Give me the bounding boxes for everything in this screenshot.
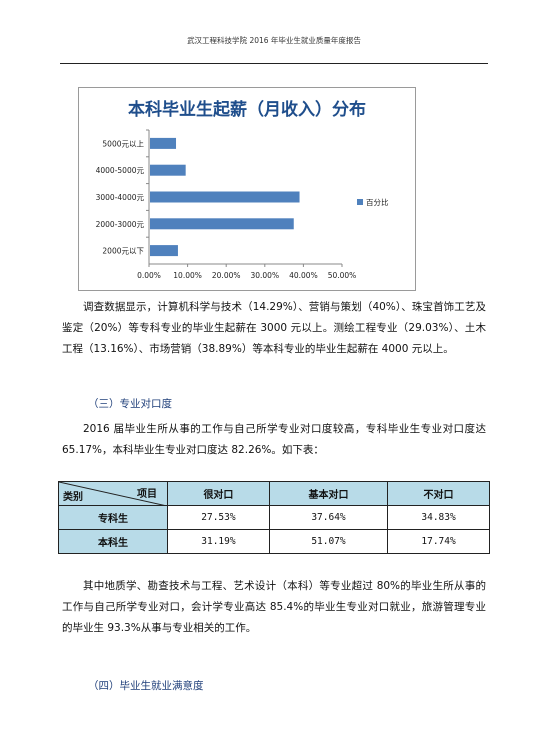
y-category-label: 5000元以上: [102, 139, 144, 148]
table-cell: 17.74%: [387, 529, 490, 554]
major-match-detail-paragraph: 其中地质学、勘查技术与工程、艺术设计（本科）等专业超过 80%的毕业生所从事的工…: [62, 580, 486, 634]
table-row: 专科生 27.53% 37.64% 34.83%: [58, 505, 490, 530]
y-category-label: 4000-5000元: [96, 166, 145, 175]
salary-distribution-chart: 本科毕业生起薪（月收入）分布 0.00% 10.00% 20.00% 30.00% 40.…: [78, 87, 416, 291]
bar: [150, 245, 178, 257]
column-header: 不对口: [387, 481, 490, 506]
column-header: 基本对口: [268, 481, 389, 506]
corner-diagonal: [59, 482, 167, 506]
chart-title: 本科毕业生起薪（月收入）分布: [128, 99, 366, 120]
major-match-table: 类别 项目 很对口 基本对口 不对口 专科生 27.53% 37.64% 34.…: [58, 481, 490, 554]
x-tick-label: 10.00%: [173, 271, 202, 280]
bar: [150, 191, 300, 203]
legend-label: 百分比: [366, 197, 389, 207]
salary-paragraph: 调查数据显示，计算机科学与技术（14.29%）、营销与策划（40%）、珠宝首饰工…: [62, 301, 486, 355]
table-cell: 27.53%: [167, 505, 270, 530]
row-label: 本科生: [58, 529, 168, 554]
table-cell: 31.19%: [167, 529, 270, 554]
section-heading-major-match: （三）专业对口度: [88, 398, 172, 410]
table-cell: 37.64%: [268, 505, 389, 530]
major-match-paragraph: 2016 届毕业生所从事的工作与自己所学专业对口度较高，专科毕业生专业对口度达 …: [62, 423, 486, 456]
y-category-label: 2000-3000元: [96, 220, 145, 229]
x-tick-label: 40.00%: [289, 271, 318, 280]
bar: [150, 218, 294, 230]
chart-svg: 本科毕业生起薪（月收入）分布 0.00% 10.00% 20.00% 30.00% 40.…: [96, 99, 389, 280]
table-cell: 51.07%: [268, 529, 389, 554]
table-row: 本科生 31.19% 51.07% 17.74%: [58, 529, 490, 554]
y-category-label: 3000-4000元: [96, 193, 145, 202]
bar: [150, 137, 177, 149]
bar: [150, 164, 186, 176]
page-header-title: 武汉工程科技学院 2016 年毕业生就业质量年度报告: [187, 36, 361, 45]
x-tick-label: 50.00%: [328, 271, 357, 280]
corner-right-label: 项目: [137, 489, 157, 500]
section-heading-satisfaction: （四）毕业生就业满意度: [88, 680, 204, 692]
table-header-row: 类别 项目 很对口 基本对口 不对口: [58, 481, 490, 506]
table-cell: 34.83%: [387, 505, 490, 530]
x-tick-label: 20.00%: [212, 271, 241, 280]
table-corner-cell: 类别 项目: [58, 481, 168, 506]
header-divider: [60, 63, 488, 64]
x-tick-label: 30.00%: [250, 271, 279, 280]
corner-left-label: 类别: [63, 492, 83, 503]
row-label: 专科生: [58, 505, 168, 530]
column-header: 很对口: [167, 481, 270, 506]
x-tick-label: 0.00%: [137, 271, 161, 280]
y-category-label: 2000元以下: [102, 247, 144, 256]
legend-swatch: [357, 199, 363, 205]
